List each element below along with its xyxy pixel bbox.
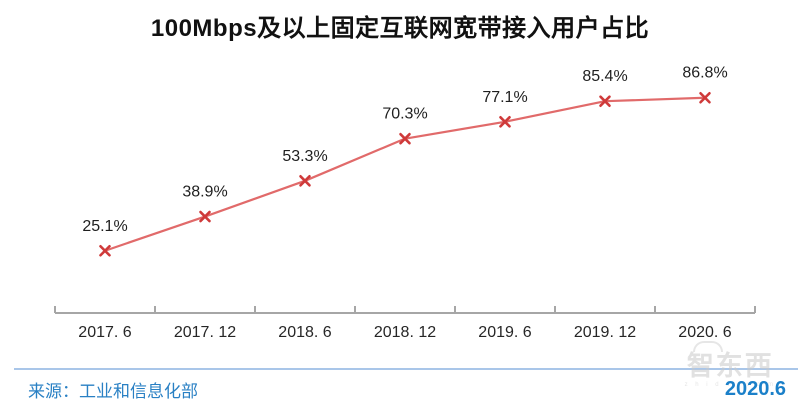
footer-divider <box>14 368 798 370</box>
chart-title: 100Mbps及以上固定互联网宽带接入用户占比 <box>150 15 650 42</box>
watermark-text: 智东西 <box>686 351 774 381</box>
data-point-marker <box>399 132 411 145</box>
data-point-marker <box>699 91 711 104</box>
data-label: 86.8% <box>682 65 727 82</box>
data-label: 53.3% <box>282 148 327 165</box>
data-label: 38.9% <box>182 184 227 201</box>
x-tick-label: 2017. 12 <box>174 324 236 341</box>
watermark-subtext: z h i d x . c o m <box>684 381 776 388</box>
data-point-marker <box>299 175 311 187</box>
data-point-marker <box>199 210 211 223</box>
x-tick-label: 2019. 6 <box>478 324 531 341</box>
x-tick-label: 2019. 12 <box>574 324 636 341</box>
x-tick-label: 2018. 12 <box>374 324 436 341</box>
period-label: 2020.6 <box>724 378 786 400</box>
x-tick-label: 2018. 6 <box>278 324 331 341</box>
data-label: 85.4% <box>582 68 627 85</box>
data-point-marker <box>599 95 611 108</box>
x-tick-label: 2020. 6 <box>678 324 731 341</box>
data-point-marker <box>499 115 511 128</box>
zhidongxi-watermark: 智东西 z h i d x . c o m <box>685 341 776 388</box>
data-label: 25.1% <box>82 218 127 235</box>
x-tick-label: 2017. 6 <box>78 324 131 341</box>
source-label: 来源：工业和信息化部 <box>28 382 198 401</box>
data-point-marker <box>99 244 111 257</box>
data-label: 77.1% <box>482 89 527 106</box>
watermark-arc-icon <box>692 341 723 352</box>
data-label: 70.3% <box>382 106 427 123</box>
